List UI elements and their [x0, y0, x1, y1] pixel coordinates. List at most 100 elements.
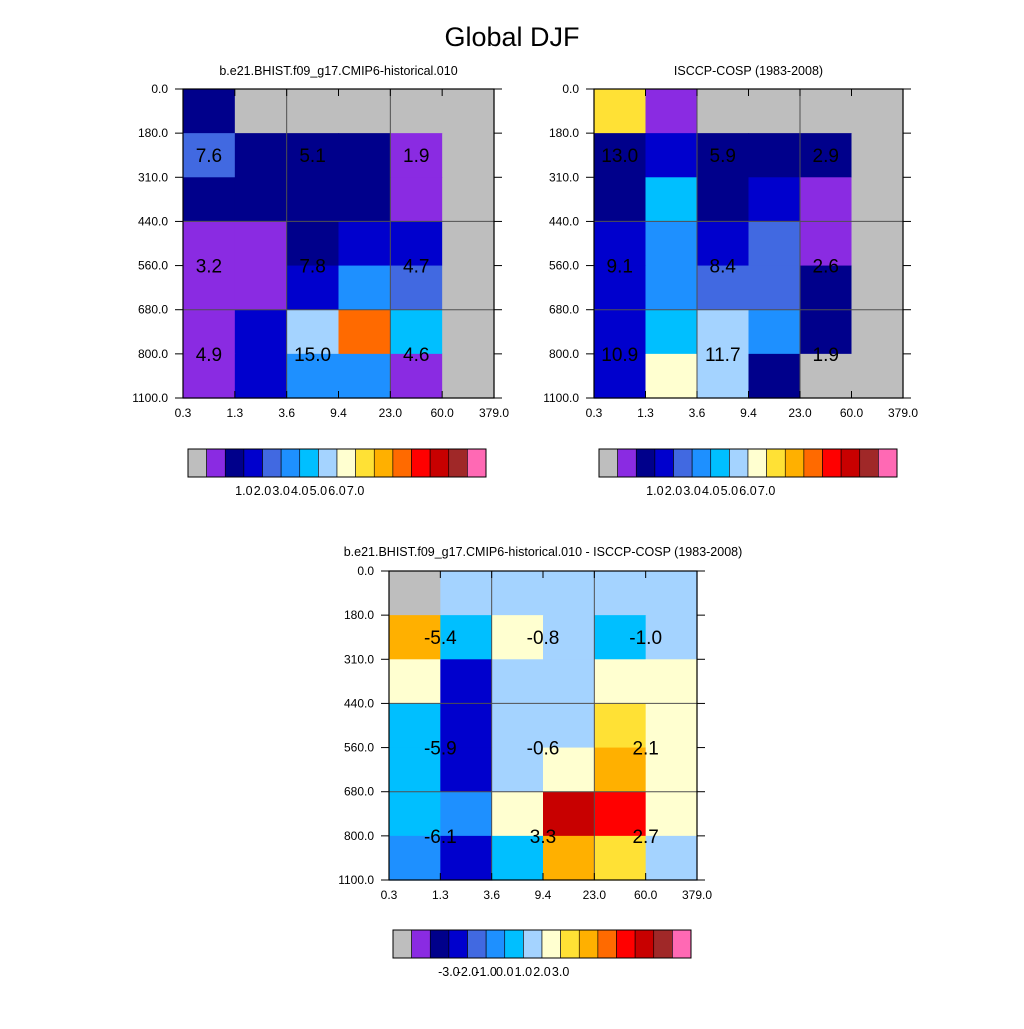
panel3-colorbar-frame	[392, 929, 692, 959]
panel1-cell-r4-c1	[234, 265, 288, 311]
panel2-xtick-label-4: 23.0	[788, 406, 812, 420]
panel2-cell-r6-c0	[594, 353, 647, 399]
panel3-ytick-label-5: 680.0	[344, 785, 374, 799]
panel1-cell-r3-c0	[183, 221, 236, 267]
panel2-cell-r1-c1	[645, 133, 698, 178]
panel2-colorbar-label-3: 4.0	[702, 484, 719, 498]
panel3-cell-r6-c1	[440, 835, 493, 881]
panel3-colorbar-label-6: 3.0	[552, 965, 569, 979]
panel3-cell-r4-c1	[440, 747, 493, 793]
panel3-colorbar-box-15	[672, 929, 692, 959]
panel2-cell-r5-c4	[800, 309, 853, 355]
panel3-cell-r6-c3	[543, 835, 595, 881]
panel3-cell-r4-c2	[491, 747, 544, 793]
panel1-colorbar-frame	[187, 448, 487, 478]
panel2-cell-r1-c5	[851, 133, 904, 178]
panel2-cell-r5-c5	[851, 309, 904, 355]
panel2-colorbar-box-3	[654, 448, 674, 478]
panel1-cell-r1-c1	[234, 133, 288, 178]
panel1-cell-r4-c3	[338, 265, 391, 311]
panel2-cell-r3-c3	[748, 221, 801, 267]
panel2-title: ISCCP-COSP (1983-2008)	[674, 64, 823, 78]
panel1-ytick-label-3: 440.0	[138, 214, 168, 228]
panel2-ytick-label-1: 180.0	[549, 126, 579, 140]
panel2-cell-r2-c1	[645, 177, 698, 223]
panel3-cell-r0-c0	[389, 571, 441, 616]
panel2-ytick-label-7: 1100.0	[543, 391, 579, 405]
panel1-cell-r5-c0	[183, 309, 236, 355]
panel3-value-label-0: -5.4	[424, 628, 457, 649]
panel1-ytick-label-7: 1100.0	[132, 391, 168, 405]
panel1-ytick-label-2: 310.0	[138, 170, 168, 184]
panel2-colorbar-box-4	[673, 448, 693, 478]
panel1-colorbar-box-12	[411, 448, 431, 478]
panel2-ytick-label-4: 560.0	[549, 259, 579, 273]
panel3-value-label-3: -5.9	[424, 739, 457, 760]
panel3-value-label-2: -1.0	[629, 628, 662, 649]
panel2-cell-r3-c2	[697, 221, 750, 267]
panel2-cell-r5-c0	[594, 309, 647, 355]
panel2-value-label-6: 10.9	[601, 345, 638, 366]
panel1-value-label-1: 5.1	[299, 146, 325, 167]
panel2-cell-r6-c2	[697, 353, 750, 399]
panel2-cell-r4-c1	[645, 265, 698, 311]
panel3-cell-r2-c4	[594, 659, 647, 705]
panel3-cell-r6-c2	[491, 835, 544, 881]
panel2-cell-r3-c0	[594, 221, 647, 267]
panel1-cell-r3-c3	[338, 221, 391, 267]
panel2-cell-r1-c2	[697, 133, 750, 178]
panel2-value-label-7: 11.7	[705, 345, 741, 366]
panel2-xtick-label-1: 1.3	[637, 406, 654, 420]
panel3-colorbar-label-4: 1.0	[515, 965, 532, 979]
panel2-cell-r4-c3	[748, 265, 801, 311]
panel2-ytick-label-5: 680.0	[549, 303, 579, 317]
panel3-value-label-5: 2.1	[632, 739, 658, 760]
panel1-cell-r3-c2	[286, 221, 340, 267]
panel1-colorbar-box-8	[336, 448, 356, 478]
panel1-colorbar-box-6	[299, 448, 319, 478]
panel3-cell-r5-c1	[440, 791, 493, 837]
panel3-colorbar-box-2	[429, 929, 450, 959]
panel2-xtick-label-0: 0.3	[586, 406, 603, 420]
panel3-colorbar-box-0	[392, 929, 412, 959]
panel1-colorbar-box-10	[373, 448, 394, 478]
panel3-value-label-6: -6.1	[424, 827, 457, 848]
panel1-xtick-label-4: 23.0	[379, 406, 403, 420]
panel1-cell-r1-c3	[338, 133, 391, 178]
panel3-ytick-label-6: 800.0	[344, 829, 374, 843]
panel1-xtick-label-3: 9.4	[330, 406, 347, 420]
figure-title: Global DJF	[444, 22, 579, 52]
panel2-cell-r6-c1	[645, 353, 698, 399]
panel2-colorbar-label-4: 5.0	[721, 484, 738, 498]
panel2-colorbar-box-13	[840, 448, 861, 478]
panel1-cell-r5-c5	[442, 309, 495, 355]
panel2-xtick-label-2: 3.6	[689, 406, 706, 420]
panel1-xtick-label-2: 3.6	[278, 406, 295, 420]
panel2-colorbar-box-12	[822, 448, 842, 478]
panel2-colorbar-label-5: 6.0	[739, 484, 756, 498]
panel2-cell-r1-c4	[800, 133, 853, 178]
panel3-xtick-label-3: 9.4	[535, 888, 552, 902]
panel3-xtick-label-6: 379.0	[682, 888, 712, 902]
panel1-colorbar-box-5	[280, 448, 301, 478]
panel2-colorbar-box-10	[784, 448, 805, 478]
panel3-cell-r1-c1	[440, 615, 493, 660]
panel3-ytick-label-2: 310.0	[344, 652, 374, 666]
panel1-xtick-label-0: 0.3	[175, 406, 192, 420]
panel2-colorbar-box-9	[766, 448, 786, 478]
panel2-colorbar-label-0: 1.0	[646, 484, 663, 498]
panel3-cell-r1-c2	[491, 615, 544, 660]
panel3-cell-r3-c1	[440, 703, 493, 749]
panel1-colorbar-label-6: 7.0	[347, 484, 364, 498]
panel2-colorbar-box-7	[729, 448, 749, 478]
panel3-xtick-label-5: 60.0	[634, 888, 658, 902]
panel1-cell-r2-c5	[442, 177, 495, 223]
panel3-colorbar-label-3: 0.0	[496, 965, 513, 979]
panel2-cell-r0-c3	[748, 89, 801, 134]
panel2-cell-r6-c4	[800, 353, 853, 399]
panel2-cell-r2-c2	[697, 177, 750, 223]
panel3-ytick-label-7: 1100.0	[338, 873, 374, 887]
panel3-xtick-label-0: 0.3	[381, 888, 398, 902]
panel3-cell-r5-c2	[491, 791, 544, 837]
panel3-cell-r2-c3	[543, 659, 595, 705]
